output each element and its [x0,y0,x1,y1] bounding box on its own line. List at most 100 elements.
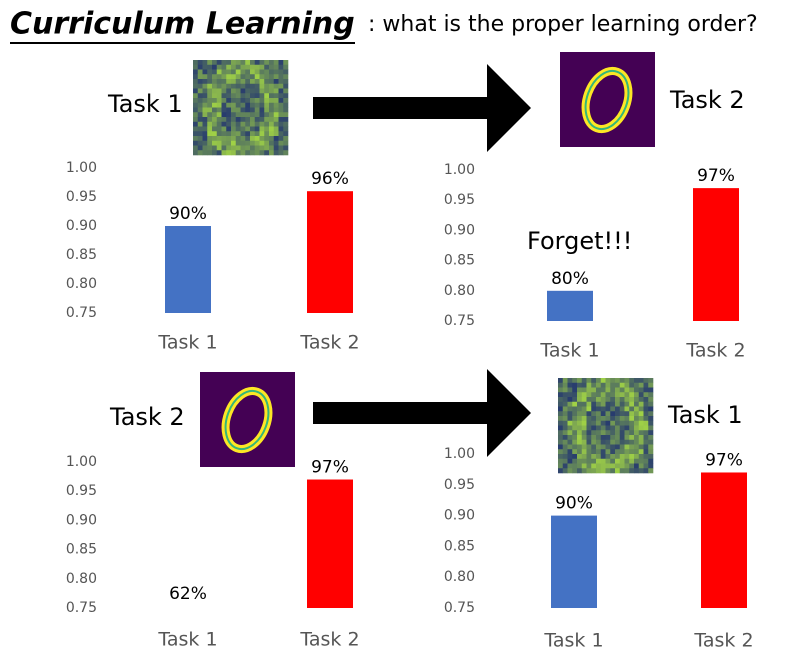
pixel [624,425,630,431]
pixel [250,102,256,108]
pixel [269,150,275,156]
y-tick-label: 0.75 [66,600,97,616]
pixel [212,79,218,85]
x-tick-label: Task 2 [299,332,359,354]
pixel [600,444,606,450]
y-tick-label: 1.00 [66,160,97,176]
pixel [264,107,270,113]
pixel [558,406,564,412]
bar [693,188,739,321]
pixel [577,382,583,388]
pixel [226,64,232,70]
pixel [212,126,218,132]
pixel [221,121,227,127]
pixel [648,430,654,436]
pixel [254,112,260,118]
pixel [643,387,649,393]
pixel [634,463,640,469]
pixel [221,107,227,113]
pixel [586,439,592,445]
pixel [558,430,564,436]
pixel [245,74,251,80]
bar [547,290,593,321]
pixel [254,131,260,137]
pixel [216,64,222,70]
pixel [581,382,587,388]
y-tick-label: 0.75 [444,313,475,329]
pixel [250,64,256,70]
pixel [235,102,241,108]
pixel [226,102,232,108]
pixel [235,112,241,118]
pixel [197,121,203,127]
pixel [254,60,260,66]
x-tick-label: Task 2 [299,629,359,651]
pixel [577,392,583,398]
pixel [591,435,597,441]
pixel [591,468,597,474]
y-tick-label: 0.85 [444,538,475,554]
pixel [207,145,213,151]
pixel [269,126,275,132]
pixel [610,439,616,445]
pixel [648,387,654,393]
pixel [212,140,218,146]
pixel [264,121,270,127]
pixel [572,397,578,403]
task-label: Task 2 [669,86,745,114]
pixel [605,397,611,403]
pixel [567,420,573,426]
pixel [572,382,578,388]
pixel [273,140,279,146]
pixel [273,145,279,151]
pixel [193,98,199,104]
pixel [216,112,222,118]
pixel [581,406,587,412]
bar [165,226,211,313]
pixel [605,411,611,417]
digit-edge [584,69,630,131]
pixel [638,401,644,407]
pixel [231,150,237,156]
pixel [629,458,635,464]
pixel [638,387,644,393]
pixel [264,136,270,142]
pixel [596,416,602,422]
pixel [572,392,578,398]
pixel [591,458,597,464]
pixel [629,411,635,417]
pixel [269,102,275,108]
pixel [629,406,635,412]
pixel [216,79,222,85]
pixel [591,397,597,403]
pixel [643,439,649,445]
pixel [226,112,232,118]
pixel [216,69,222,75]
annotation: Forget!!! [527,227,632,255]
pixel [610,397,616,403]
pixel [634,416,640,422]
pixel [624,382,630,388]
pixel [572,401,578,407]
pixel [254,150,260,156]
pixel [254,69,260,75]
pixel [596,397,602,403]
pixel [254,145,260,151]
pixel [193,60,199,66]
pixel [581,420,587,426]
pixel [212,136,218,142]
pixel [610,468,616,474]
pixel [638,430,644,436]
pixel [643,397,649,403]
pixel [634,449,640,455]
pixel [202,150,208,156]
pixel [193,112,199,118]
pixel [254,79,260,85]
pixel [558,444,564,450]
pixel [629,416,635,422]
value-label: 80% [551,269,589,289]
pixel [577,406,583,412]
pixel [596,444,602,450]
pixel [235,60,241,66]
